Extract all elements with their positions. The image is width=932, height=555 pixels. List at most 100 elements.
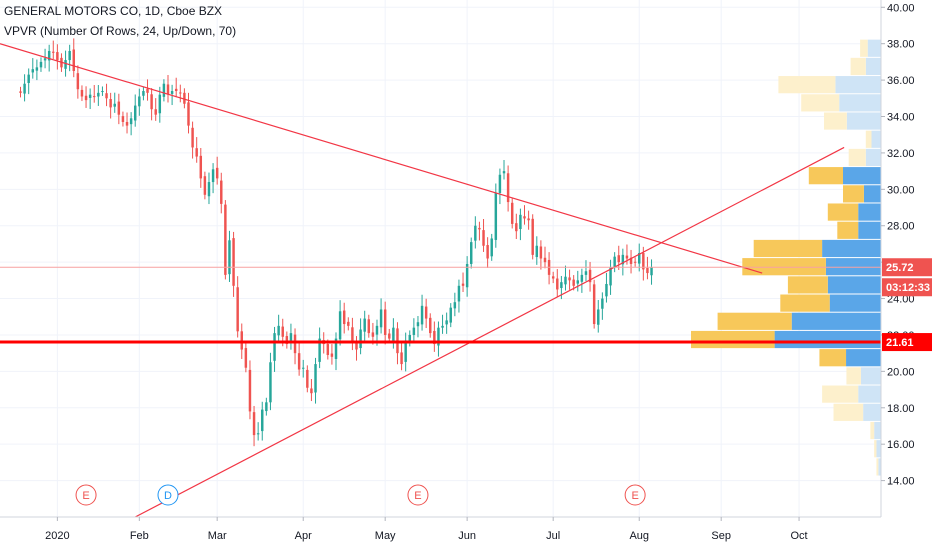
candle-body <box>252 412 256 436</box>
volume-profile-up-bar <box>822 239 881 258</box>
candle-body <box>35 67 39 71</box>
candle-body <box>527 218 530 221</box>
volume-profile-down-bar <box>843 185 864 203</box>
volume-profile-up-bar <box>791 312 881 330</box>
candle-body <box>19 91 22 93</box>
volume-profile-up-bar <box>878 458 881 476</box>
volume-profile-down-bar <box>822 385 859 403</box>
candle-body <box>297 353 301 370</box>
time-tick-label: Jul <box>546 530 560 542</box>
volume-profile-up-bar <box>867 39 881 57</box>
candle-body <box>388 333 391 339</box>
candle-body <box>490 238 493 257</box>
candle-body <box>109 99 112 108</box>
level-price-badge-bg <box>882 333 932 352</box>
candle-body <box>383 309 387 335</box>
candle-body <box>650 267 653 276</box>
candle-body <box>347 321 350 326</box>
candle-body <box>191 127 194 148</box>
candle-body <box>129 118 133 125</box>
candle-body <box>342 310 346 325</box>
candle-body <box>465 263 469 288</box>
indicator-title[interactable]: VPVR (Number Of Rows, 24, Up/Down, 70) <box>4 24 237 38</box>
last-price-badge: 25.72 <box>886 262 914 274</box>
candle-body <box>531 218 534 255</box>
candle-body <box>474 225 477 241</box>
candle-body <box>72 49 75 71</box>
candle-body <box>52 51 55 53</box>
earnings-marker[interactable] <box>624 484 646 506</box>
earnings-marker-label: E <box>414 490 421 502</box>
volume-profile-up-bar <box>860 367 881 385</box>
price-tick-label: 40.00 <box>887 2 915 14</box>
candle-body <box>572 279 575 286</box>
candle-body <box>601 298 604 309</box>
candle-body <box>125 121 129 126</box>
candle-body <box>68 50 71 61</box>
candle-body <box>625 255 629 259</box>
candle-body <box>592 284 596 325</box>
candle-body <box>224 204 227 275</box>
volume-profile-up-bar <box>846 112 881 130</box>
candle-body <box>203 176 207 195</box>
bar-countdown-badge: 03:12:33 <box>886 282 930 294</box>
candle-body <box>375 325 379 335</box>
candle-body <box>633 261 637 263</box>
candle-body <box>646 267 649 274</box>
candle-body <box>277 325 280 336</box>
time-tick-label: Jun <box>458 530 476 542</box>
volume-profile-down-bar <box>846 367 861 385</box>
time-axis[interactable]: 2020 Feb Mar Apr May Jun Jul Aug Sep Oct <box>0 516 932 550</box>
candle-body <box>23 83 26 94</box>
candle-body <box>289 333 293 342</box>
volume-profile-up-bar <box>865 148 881 167</box>
candle-body <box>523 216 526 219</box>
candle-body <box>97 92 100 97</box>
candle-body <box>228 240 231 275</box>
symbol-title[interactable]: GENERAL MOTORS CO, 1D, Cboe BZX <box>4 4 223 18</box>
volume-profile-up-bar <box>858 385 881 403</box>
time-tick-label: Sep <box>711 530 731 542</box>
candle-body <box>502 171 506 174</box>
earnings-marker[interactable] <box>75 484 97 506</box>
candle-body <box>424 306 428 319</box>
volume-profile-down-bar <box>787 276 828 294</box>
price-badges: 25.72 03:12:33 21.61 <box>882 258 932 352</box>
candle-body <box>642 253 645 270</box>
candle-body <box>543 257 547 263</box>
time-tick-label: Feb <box>130 530 149 542</box>
earnings-marker[interactable] <box>407 484 429 506</box>
candle-body <box>199 155 203 179</box>
candle-body <box>56 52 59 61</box>
price-tick-label: 38.00 <box>887 39 915 51</box>
dividend-marker-label: D <box>164 490 172 502</box>
candle-body <box>584 271 588 275</box>
volume-profile-up-bar <box>829 294 881 312</box>
candle-body <box>220 180 223 204</box>
candle-body <box>166 84 170 95</box>
candle-body <box>240 331 243 350</box>
volume-profile-down-bar <box>837 221 859 239</box>
price-tick-label: 24.00 <box>887 294 915 306</box>
volume-profile-up-bar <box>874 421 881 440</box>
candle-body <box>162 83 166 97</box>
candle-body <box>330 353 334 357</box>
volume-profile-up-bar <box>843 167 881 185</box>
candle-body <box>195 148 198 157</box>
volume-profile-down-bar <box>801 94 840 112</box>
dividend-marker[interactable] <box>157 484 179 506</box>
candle-body <box>269 362 272 403</box>
price-tick-label: 14.00 <box>887 476 915 488</box>
candle-body <box>88 94 92 98</box>
price-tick-label: 32.00 <box>887 148 915 160</box>
drawings <box>0 43 881 518</box>
candle-body <box>576 280 580 284</box>
last-price-badge-bg <box>882 258 932 277</box>
candle-body <box>433 330 436 345</box>
candle-body <box>207 182 211 197</box>
candle-body <box>416 322 420 327</box>
candle-body <box>363 318 366 332</box>
